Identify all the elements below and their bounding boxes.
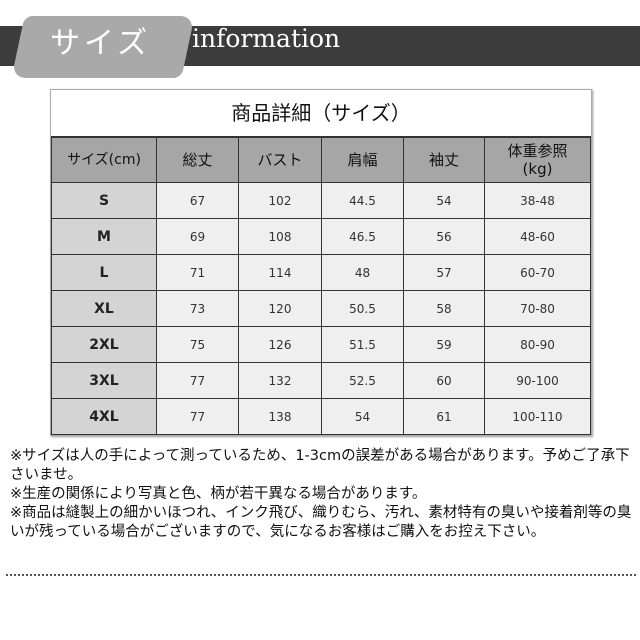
value-cell: 38-48	[484, 182, 591, 219]
value-cell: 120	[238, 290, 322, 327]
size-cell: M	[51, 218, 157, 255]
value-cell: 48-60	[484, 218, 591, 255]
size-cell: S	[51, 182, 157, 219]
value-cell: 77	[156, 398, 239, 435]
value-cell: 54	[403, 182, 485, 219]
table-title: 商品詳細（サイズ）	[51, 90, 591, 137]
size-cell: L	[51, 254, 157, 291]
table-row: 4XL 77 138 54 61 100-110	[51, 398, 591, 435]
value-cell: 60	[403, 362, 485, 399]
value-cell: 60-70	[484, 254, 591, 291]
value-cell: 56	[403, 218, 485, 255]
size-cell: XL	[51, 290, 157, 327]
value-cell: 48	[321, 254, 404, 291]
note: ※サイズは人の手によって測っているため、1-3cmの誤差がある場合があります。予…	[10, 448, 630, 483]
size-cell: 4XL	[51, 398, 157, 435]
table-row: L 71 114 48 57 60-70	[51, 254, 591, 291]
value-cell: 102	[238, 182, 322, 219]
value-cell: 138	[238, 398, 322, 435]
value-cell: 58	[403, 290, 485, 327]
value-cell: 52.5	[321, 362, 404, 399]
header-title: information	[192, 24, 341, 53]
value-cell: 61	[403, 398, 485, 435]
value-cell: 50.5	[321, 290, 404, 327]
value-cell: 73	[156, 290, 239, 327]
table-row: M 69 108 46.5 56 48-60	[51, 218, 591, 255]
value-cell: 126	[238, 326, 322, 363]
column-header: 総丈	[156, 137, 239, 183]
value-cell: 71	[156, 254, 239, 291]
value-cell: 57	[403, 254, 485, 291]
note: ※生産の関係により写真と色、柄が若干異なる場合があります。	[10, 486, 427, 502]
value-cell: 44.5	[321, 182, 404, 219]
size-cell: 2XL	[51, 326, 157, 363]
column-header: 体重参照 (kg)	[484, 137, 591, 183]
note: ※商品は縫製上の細かいほつれ、インク飛び、織りむら、汚れ、素材特有の臭いや接着剤…	[10, 505, 632, 540]
value-cell: 75	[156, 326, 239, 363]
value-cell: 77	[156, 362, 239, 399]
table-row: 2XL 75 126 51.5 59 80-90	[51, 326, 591, 363]
dotted-divider	[6, 574, 636, 576]
value-cell: 108	[238, 218, 322, 255]
table-row: S 67 102 44.5 54 38-48	[51, 182, 591, 219]
value-cell: 90-100	[484, 362, 591, 399]
column-header: 肩幅	[321, 137, 404, 183]
value-cell: 132	[238, 362, 322, 399]
value-cell: 46.5	[321, 218, 404, 255]
table-row: 3XL 77 132 52.5 60 90-100	[51, 362, 591, 399]
value-cell: 59	[403, 326, 485, 363]
value-cell: 80-90	[484, 326, 591, 363]
value-cell: 69	[156, 218, 239, 255]
header-tab-label: サイズ	[50, 26, 152, 61]
value-cell: 51.5	[321, 326, 404, 363]
size-table: 商品詳細（サイズ） サイズ(cm) 総丈 バスト 肩幅 袖丈 体重参照 (kg) S 67 1…	[50, 89, 592, 436]
value-cell: 70-80	[484, 290, 591, 327]
size-cell: 3XL	[51, 362, 157, 399]
value-cell: 67	[156, 182, 239, 219]
value-cell: 114	[238, 254, 322, 291]
column-header: バスト	[238, 137, 322, 183]
table-row: XL 73 120 50.5 58 70-80	[51, 290, 591, 327]
value-cell: 54	[321, 398, 404, 435]
column-header: 袖丈	[403, 137, 485, 183]
notes: ※サイズは人の手によって測っているため、1-3cmの誤差がある場合があります。予…	[10, 447, 635, 542]
column-header: サイズ(cm)	[51, 137, 157, 183]
value-cell: 100-110	[484, 398, 591, 435]
